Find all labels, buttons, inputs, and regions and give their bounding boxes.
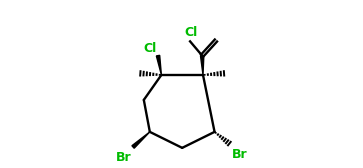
Polygon shape	[156, 55, 162, 75]
Text: Br: Br	[116, 151, 131, 164]
Text: Cl: Cl	[184, 26, 197, 39]
Polygon shape	[132, 132, 150, 148]
Text: Cl: Cl	[144, 42, 157, 55]
Polygon shape	[200, 56, 204, 75]
Text: Br: Br	[232, 148, 248, 161]
